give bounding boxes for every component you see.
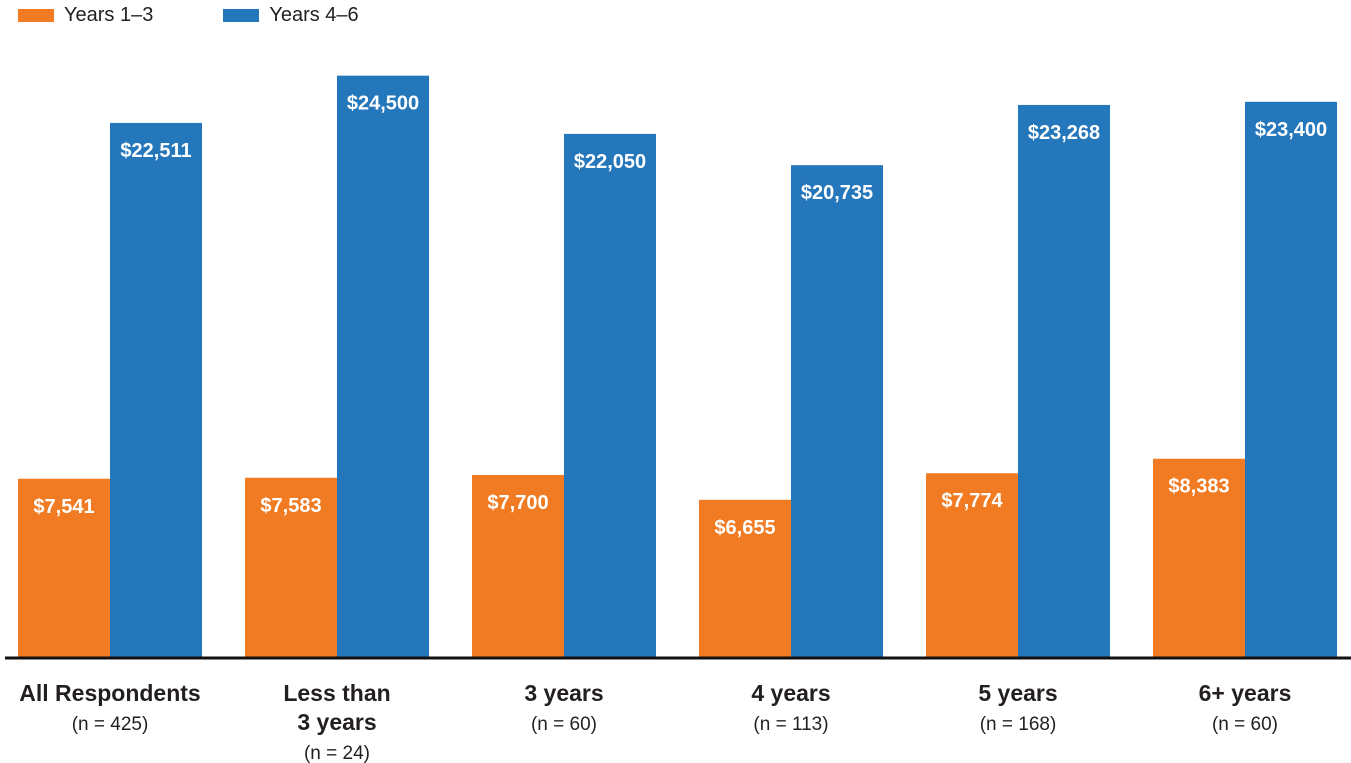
bar-years-1-3-3-years bbox=[472, 474, 564, 658]
data-label-years-4-6-less-than-3-years: $24,500 bbox=[347, 93, 419, 115]
legend-label-years-1-3: Years 1–3 bbox=[64, 4, 154, 26]
legend-item-years-4-6: Years 4–6 bbox=[223, 4, 359, 27]
bar-years-4-6-5-years bbox=[1018, 104, 1110, 658]
data-label-years-1-3-5-years: $7,774 bbox=[941, 490, 1003, 512]
category-label-less-than-3-years: 3 years bbox=[297, 709, 376, 735]
legend: Years 1–3 Years 4–6 bbox=[18, 4, 429, 27]
data-label-years-4-6-3-years: $22,050 bbox=[574, 151, 646, 173]
sample-size-label-less-than-3-years: (n = 24) bbox=[304, 743, 370, 763]
data-label-years-1-3-4-years: $6,655 bbox=[714, 517, 775, 539]
data-label-years-4-6-6-years: $23,400 bbox=[1255, 119, 1327, 141]
data-label-years-4-6-4-years: $20,735 bbox=[801, 182, 873, 204]
bar-years-1-3-5-years bbox=[926, 473, 1018, 658]
bar-years-4-6-all-respondents bbox=[110, 122, 202, 658]
legend-item-years-1-3: Years 1–3 bbox=[18, 4, 153, 27]
category-label-all-respondents: All Respondents bbox=[19, 680, 200, 706]
category-label-6-years: 6+ years bbox=[1199, 680, 1292, 706]
category-label-less-than-3-years: Less than bbox=[283, 680, 390, 706]
data-label-years-4-6-all-respondents: $22,511 bbox=[120, 140, 191, 162]
category-label-3-years: 3 years bbox=[524, 680, 603, 706]
bar-years-1-3-less-than-3-years bbox=[245, 477, 337, 658]
sample-size-label-6-years: (n = 60) bbox=[1212, 714, 1278, 735]
sample-size-label-all-respondents: (n = 425) bbox=[72, 714, 149, 735]
bar-years-1-3-6-years bbox=[1153, 458, 1245, 658]
category-label-5-years: 5 years bbox=[978, 680, 1057, 706]
legend-swatch-years-1-3 bbox=[18, 9, 54, 22]
bar-years-1-3-4-years bbox=[699, 499, 791, 658]
data-label-years-1-3-6-years: $8,383 bbox=[1168, 476, 1229, 498]
data-label-years-4-6-5-years: $23,268 bbox=[1028, 122, 1100, 144]
data-label-years-1-3-3-years: $7,700 bbox=[487, 492, 548, 514]
bar-years-4-6-less-than-3-years bbox=[337, 75, 429, 658]
bar-years-1-3-all-respondents bbox=[18, 478, 110, 658]
sample-size-label-3-years: (n = 60) bbox=[531, 714, 597, 735]
bar-years-4-6-3-years bbox=[564, 133, 656, 659]
sample-size-label-5-years: (n = 168) bbox=[980, 714, 1057, 735]
sample-size-label-4-years: (n = 113) bbox=[753, 714, 828, 735]
bar-years-4-6-6-years bbox=[1245, 101, 1337, 659]
legend-swatch-years-4-6 bbox=[223, 9, 260, 22]
bar-years-4-6-4-years bbox=[791, 165, 883, 658]
legend-label-years-4-6: Years 4–6 bbox=[269, 4, 359, 26]
data-label-years-1-3-all-respondents: $7,541 bbox=[33, 496, 94, 518]
category-label-4-years: 4 years bbox=[751, 680, 830, 706]
data-label-years-1-3-less-than-3-years: $7,583 bbox=[260, 495, 321, 517]
